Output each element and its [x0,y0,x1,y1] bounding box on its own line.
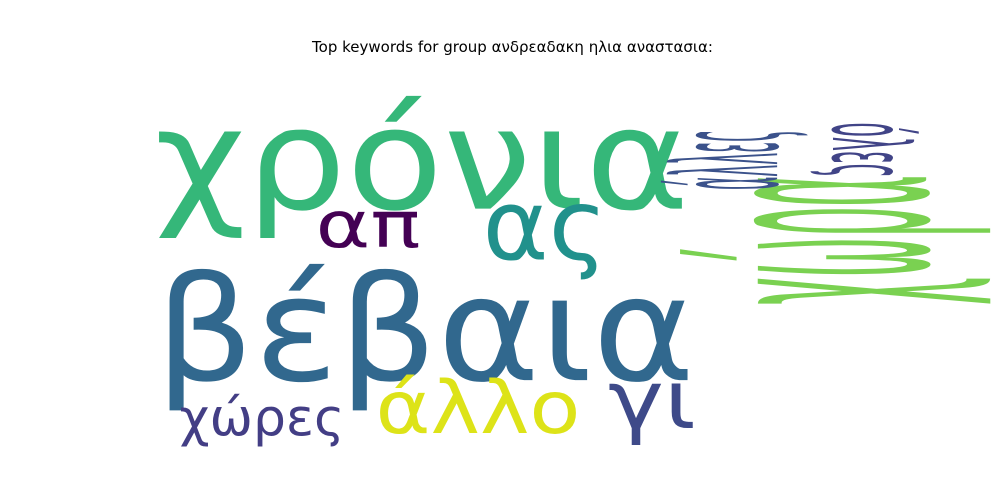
word-8: χώρες [180,389,345,449]
word-1: χρόνια [155,79,690,243]
word-5: άλλο [376,366,581,450]
word-10: όλες [807,123,931,178]
word-4: ας [483,169,608,283]
word-6: γι [608,352,696,447]
word-2: βέβαια [155,246,695,415]
word-3: χώρα [641,175,999,305]
chart-title: Top keywords for group ανδρεαδακη ηλια α… [312,38,713,56]
word-9: άλλες [644,130,812,190]
word-7: απ [316,188,421,263]
